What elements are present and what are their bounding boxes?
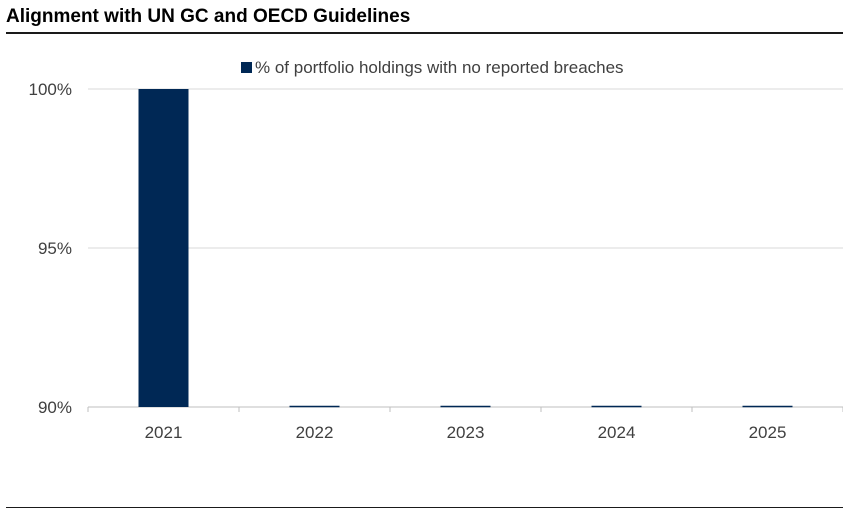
y-tick-label: 95% <box>38 239 72 258</box>
x-axis-ticks: 2021 2022 2023 2024 2025 <box>145 423 787 442</box>
x-tick-label: 2024 <box>598 423 636 442</box>
legend: % of portfolio holdings with no reported… <box>241 58 624 77</box>
y-axis-ticks: 90% 95% 100% <box>29 80 72 417</box>
x-tick-label: 2023 <box>447 423 485 442</box>
y-tick-label: 100% <box>29 80 72 99</box>
y-tick-label: 90% <box>38 398 72 417</box>
title-underline <box>6 32 843 34</box>
x-tick-label: 2022 <box>296 423 334 442</box>
x-axis <box>87 406 843 412</box>
gridlines <box>88 88 843 249</box>
legend-label: % of portfolio holdings with no reported… <box>255 58 624 77</box>
bar-2021 <box>138 89 189 407</box>
bars <box>138 89 793 408</box>
x-tick-label: 2025 <box>749 423 787 442</box>
bottom-rule <box>6 507 843 508</box>
chart-title: Alignment with UN GC and OECD Guidelines <box>6 6 411 27</box>
x-tick-label: 2021 <box>145 423 183 442</box>
legend-swatch <box>241 62 252 73</box>
